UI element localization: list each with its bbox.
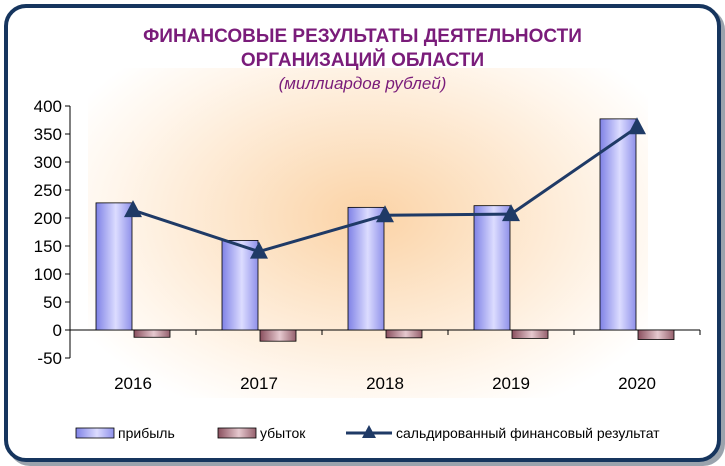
y-tick-label: 300 <box>34 153 62 172</box>
chart-title-line2: ОРГАНИЗАЦИЙ ОБЛАСТИ <box>240 50 485 71</box>
result-point <box>250 241 268 259</box>
y-tick-label: 150 <box>34 237 62 256</box>
profit-bar <box>599 118 637 331</box>
chart-title-line1: ФИНАНСОВЫЕ РЕЗУЛЬТАТЫ ДЕЯТЕЛЬНОСТИ <box>143 26 582 47</box>
loss-bar <box>511 329 549 339</box>
y-tick-label: -50 <box>37 349 62 368</box>
y-tick-label: 400 <box>34 97 62 116</box>
y-tick-label: 50 <box>43 293 62 312</box>
legend-profit-label: прибыль <box>118 425 175 441</box>
result-line <box>124 117 646 259</box>
x-tick-label: 2018 <box>366 374 404 393</box>
x-tick-label: 2019 <box>492 374 530 393</box>
legend-loss-label: убыток <box>260 425 306 441</box>
result-point <box>628 117 646 135</box>
chart-subtitle: (миллиардов рублей) <box>278 74 447 93</box>
legend-result-marker <box>362 425 376 438</box>
loss-bar <box>637 329 675 340</box>
loss-bar <box>385 329 423 339</box>
x-tick-label: 2020 <box>618 374 656 393</box>
y-tick-label: 0 <box>53 321 62 340</box>
result-point <box>124 200 142 218</box>
y-tick-label: 350 <box>34 125 62 144</box>
loss-bar <box>133 329 171 338</box>
result-point <box>376 205 394 223</box>
bars <box>95 118 675 342</box>
legend-loss-swatch <box>217 427 257 439</box>
y-tick-label: 200 <box>34 209 62 228</box>
result-line-path <box>132 126 638 254</box>
loss-bar <box>259 329 297 342</box>
y-tick-label: 100 <box>34 265 62 284</box>
axes: -50 0 50 100 150 200 250 300 350 400 <box>34 97 701 368</box>
x-axis-labels: 2016 2017 2018 2019 2020 <box>114 374 656 393</box>
legend-profit-swatch <box>75 427 115 439</box>
result-point <box>502 204 520 222</box>
profit-bar <box>347 206 385 331</box>
legend-result-label: сальдированный финансовый результат <box>396 425 660 441</box>
legend: прибыль убыток сальдированный финансовый р… <box>75 425 660 441</box>
profit-bar <box>95 202 133 331</box>
x-tick-label: 2016 <box>114 374 152 393</box>
profit-bar <box>473 205 511 331</box>
y-tick-label: 250 <box>34 181 62 200</box>
x-tick-label: 2017 <box>240 374 278 393</box>
